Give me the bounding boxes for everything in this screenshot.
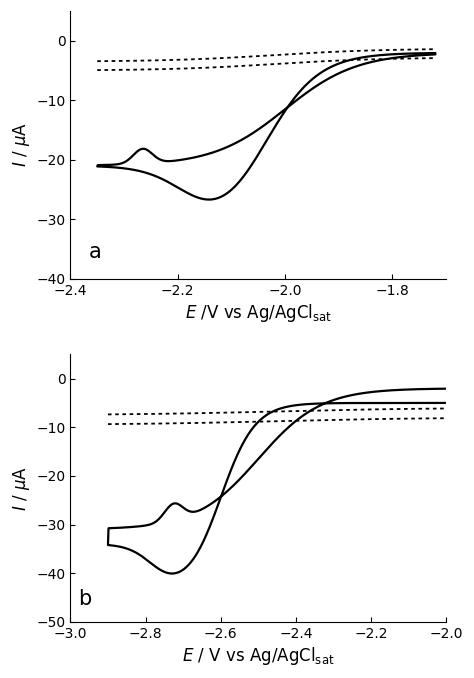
- Text: a: a: [89, 242, 102, 262]
- X-axis label: $E$ / V vs Ag/AgCl$_{\rm sat}$: $E$ / V vs Ag/AgCl$_{\rm sat}$: [182, 645, 335, 667]
- Y-axis label: $I$ / $\mu$A: $I$ / $\mu$A: [11, 123, 32, 167]
- X-axis label: $E$ /V vs Ag/AgCl$_{\rm sat}$: $E$ /V vs Ag/AgCl$_{\rm sat}$: [185, 302, 332, 323]
- Y-axis label: $I$ / $\mu$A: $I$ / $\mu$A: [11, 466, 32, 511]
- Text: b: b: [78, 589, 91, 609]
